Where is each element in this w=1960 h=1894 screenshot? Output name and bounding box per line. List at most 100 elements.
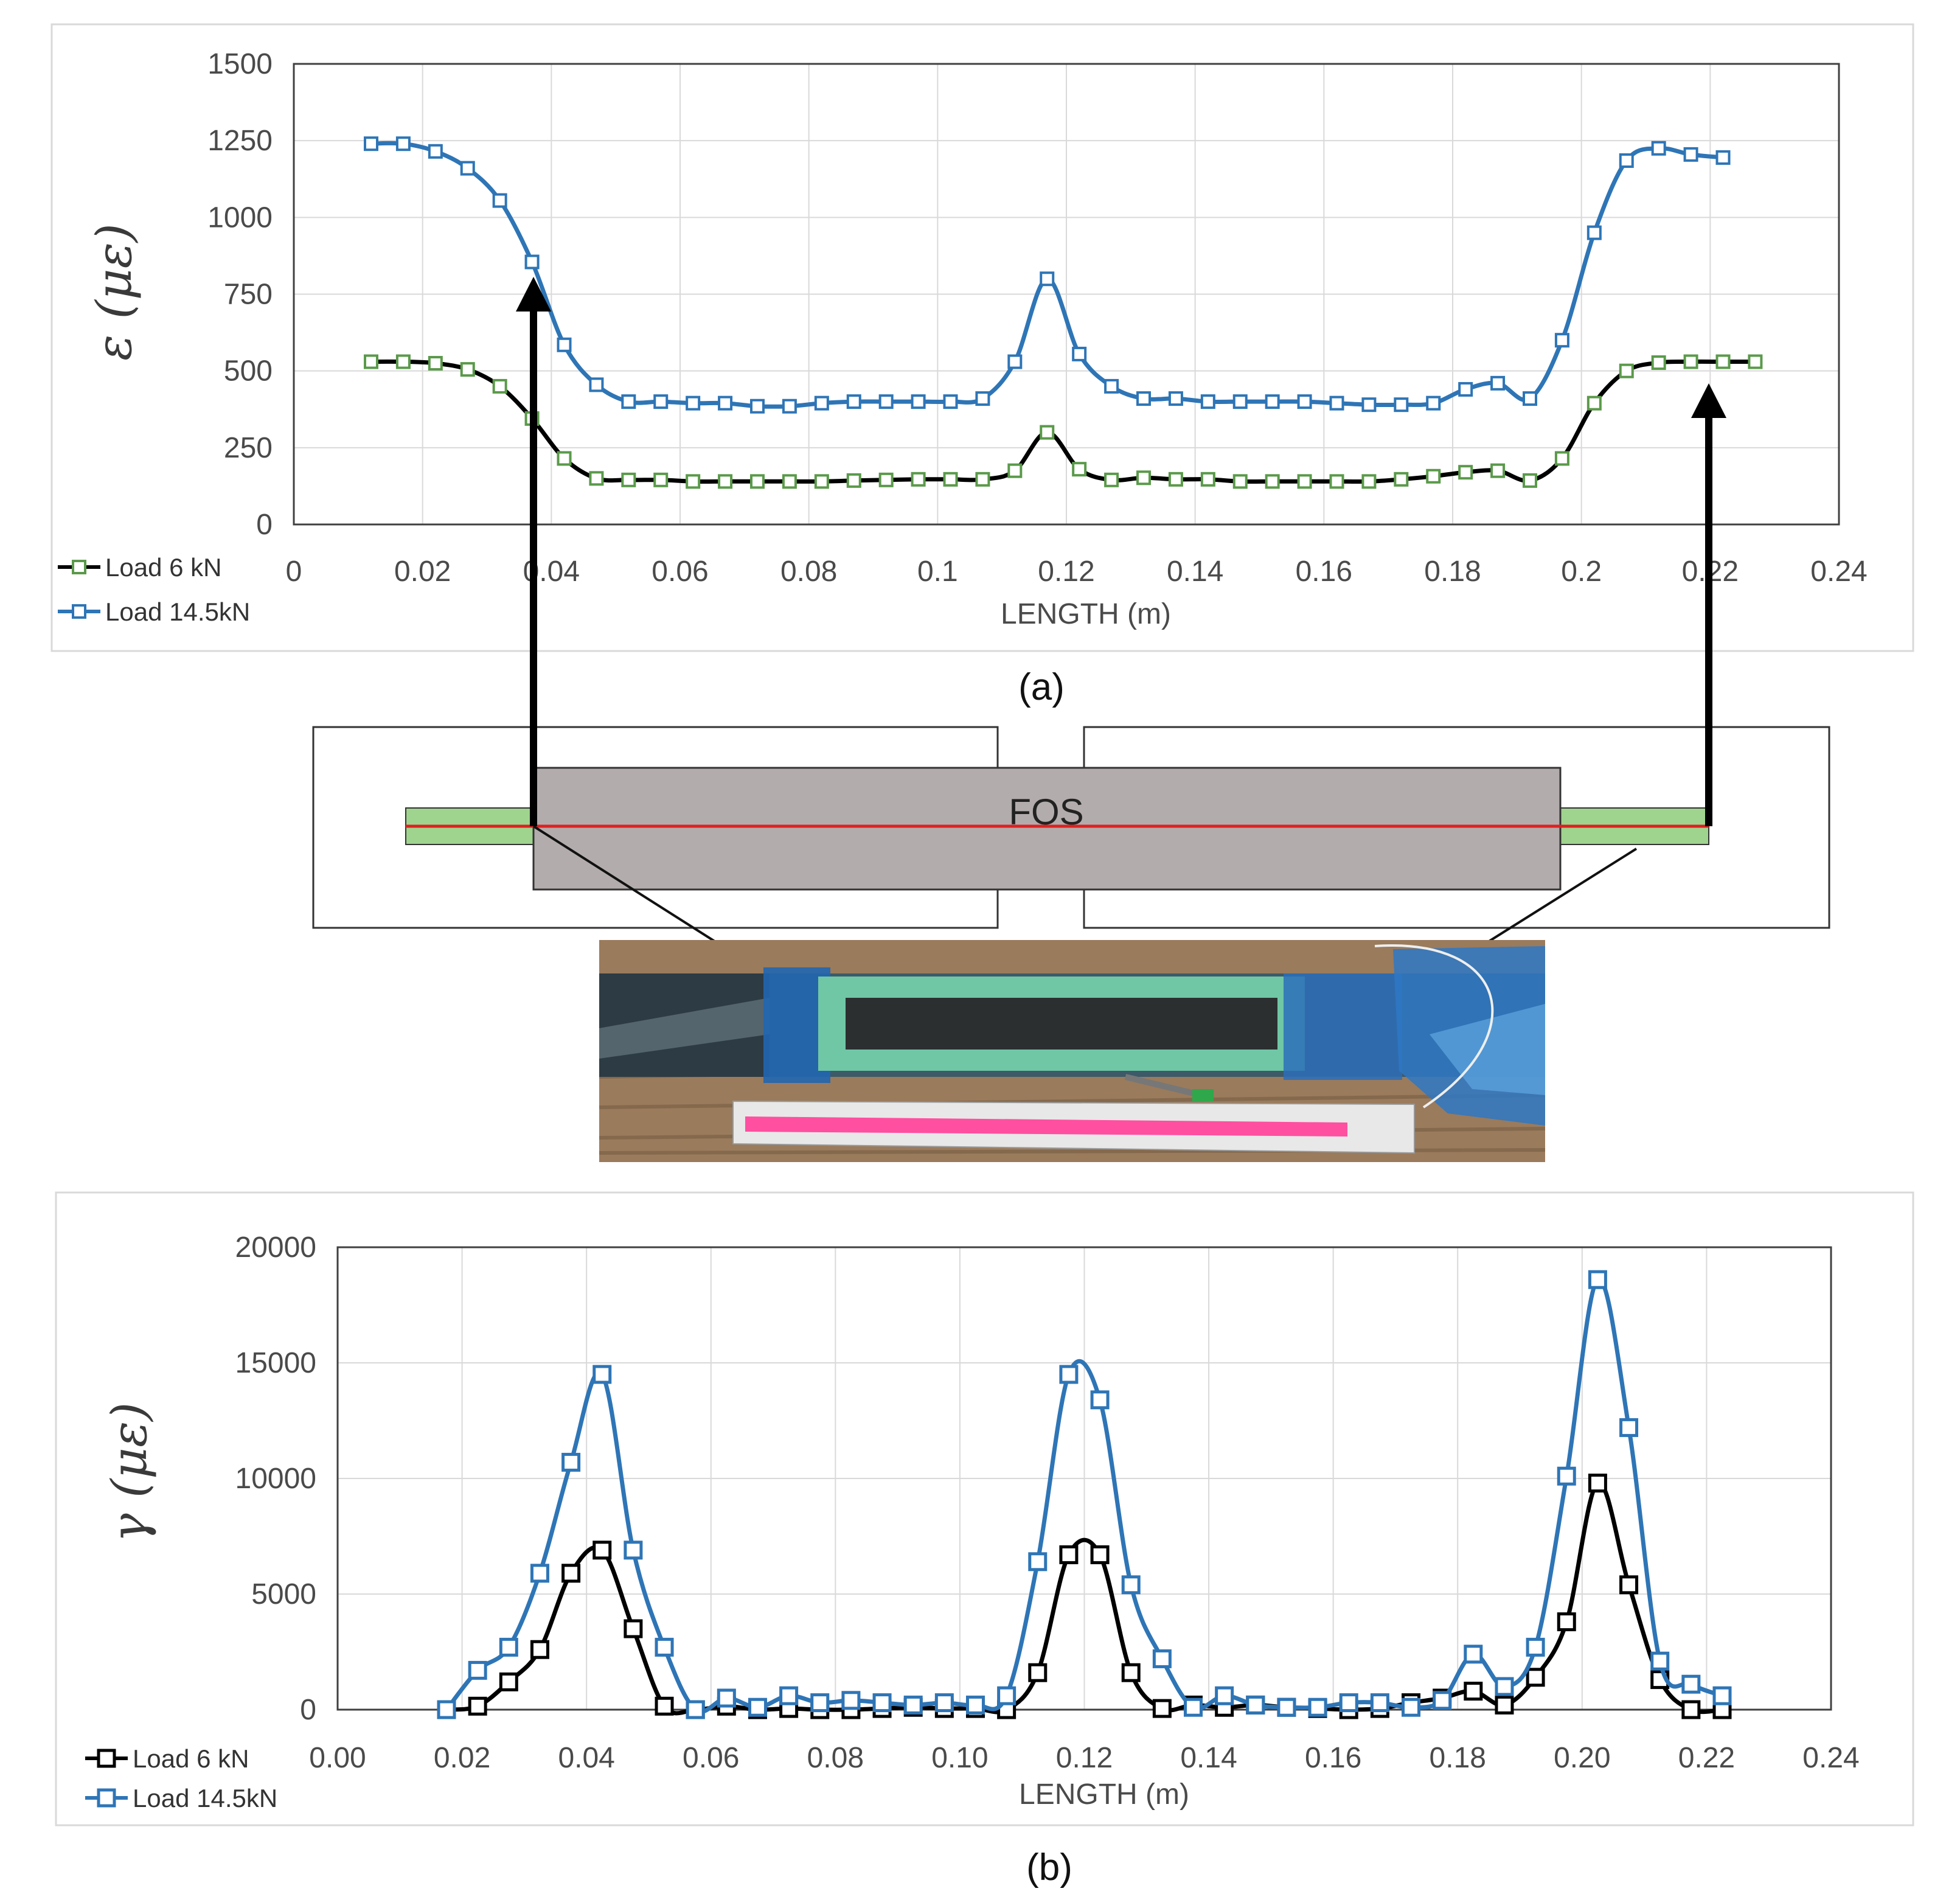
x-tick-label: 0.22 [1678, 1742, 1735, 1774]
data-point [1588, 1270, 1607, 1289]
x-tick-label: 0.02 [434, 1742, 490, 1774]
data-point [943, 394, 958, 409]
y-axis-label: γ (με) [101, 1402, 158, 1543]
chart-b: 0.00 0.02 0.04 0.06 0.08 0.10 0.12 0.14 0.16 0.18… [85, 1231, 1860, 1812]
chart-a-frame [50, 23, 1914, 652]
data-point [748, 1697, 767, 1717]
data-point [530, 1640, 549, 1659]
data-point [1090, 1390, 1110, 1410]
y-tick-label: 0 [256, 509, 273, 541]
data-point [782, 474, 797, 489]
data-point [1523, 473, 1537, 488]
y-tick-label: 5000 [251, 1578, 316, 1610]
data-point [492, 378, 507, 394]
data-point [364, 136, 378, 151]
data-point [1104, 378, 1119, 394]
data-point [1265, 394, 1280, 409]
data-point [1265, 474, 1280, 489]
data-point [1681, 1700, 1701, 1719]
x-tick-label: 0.04 [558, 1742, 614, 1774]
y-tick-label: 1250 [207, 125, 273, 157]
data-point [1007, 463, 1023, 478]
data-point [975, 391, 990, 406]
data-point [943, 472, 958, 487]
data-point [1554, 451, 1569, 466]
data-point [1495, 1695, 1514, 1715]
data-point [1121, 1663, 1141, 1682]
caption-a: (a) [1018, 666, 1065, 708]
legend-label: Load 6 kN [105, 553, 221, 582]
data-point [1526, 1637, 1545, 1657]
data-point [1200, 394, 1215, 409]
legend-label: Load 14.5kN [105, 597, 250, 626]
data-point [1619, 1575, 1639, 1595]
x-tick-label: 0.18 [1430, 1742, 1486, 1774]
data-point [1715, 150, 1731, 165]
data-point [1554, 333, 1569, 348]
data-point [872, 1693, 892, 1713]
data-point [1715, 354, 1731, 369]
data-point [1402, 1697, 1421, 1717]
plot-area [293, 63, 1840, 526]
data-point [1297, 394, 1312, 409]
x-tick-label: 0.02 [394, 555, 451, 588]
data-point [1523, 391, 1537, 406]
legend-marker [72, 604, 86, 619]
chart-a: 0 0.02 0.04 0.06 0.08 0.1 0.12 0.14 0.16 0.18 0.2 0… [58, 48, 1868, 630]
y-tick-label: 10000 [235, 1463, 316, 1495]
x-tick-label: 0.10 [931, 1742, 988, 1774]
data-point [557, 337, 572, 352]
data-point [1308, 1697, 1327, 1717]
specimen-photo [599, 940, 1546, 1162]
data-point [1619, 1418, 1639, 1437]
data-point [1339, 1693, 1358, 1713]
data-point [1277, 1697, 1296, 1717]
data-point [1681, 1674, 1701, 1694]
x-tick-label: 0.12 [1056, 1742, 1113, 1774]
x-tick-label: 0.20 [1554, 1742, 1610, 1774]
data-point [846, 394, 861, 409]
data-point [1557, 1466, 1576, 1486]
caption-b: (b) [1026, 1847, 1072, 1889]
y-tick-label: 500 [224, 355, 273, 388]
x-tick-label: 0.06 [683, 1742, 739, 1774]
data-point [814, 395, 829, 411]
y-tick-label: 750 [224, 279, 273, 311]
x-tick-label: 0.00 [309, 1742, 366, 1774]
data-point [810, 1693, 830, 1713]
data-point [1040, 271, 1055, 287]
data-point [1495, 1677, 1514, 1696]
y-tick-label: 20000 [235, 1231, 316, 1264]
data-point [846, 473, 861, 488]
data-point [1394, 472, 1409, 487]
data-point [624, 1619, 643, 1638]
plot-area [336, 1246, 1832, 1711]
data-point [1028, 1552, 1048, 1572]
data-point [1650, 1651, 1670, 1671]
data-point [499, 1672, 518, 1691]
data-point [1168, 472, 1183, 487]
data-point [524, 254, 540, 270]
data-point [460, 161, 475, 176]
data-point [1040, 425, 1055, 440]
data-point [911, 472, 926, 487]
data-point [1490, 463, 1506, 478]
data-point [718, 474, 733, 489]
data-point [1526, 1668, 1545, 1687]
legend-marker [97, 1788, 116, 1808]
legend-label: Load 14.5kN [133, 1784, 277, 1812]
data-point [1458, 381, 1473, 397]
data-point [395, 136, 411, 151]
x-tick-label: 0.18 [1424, 555, 1481, 588]
data-point [395, 354, 411, 369]
data-point [1329, 474, 1344, 489]
data-point [878, 394, 894, 409]
data-point [621, 394, 636, 409]
data-point [997, 1686, 1016, 1705]
data-point [1712, 1686, 1732, 1705]
x-tick-label: 0.24 [1810, 555, 1867, 588]
data-point [1059, 1365, 1079, 1384]
data-point [1619, 363, 1634, 378]
data-point [1007, 354, 1023, 369]
